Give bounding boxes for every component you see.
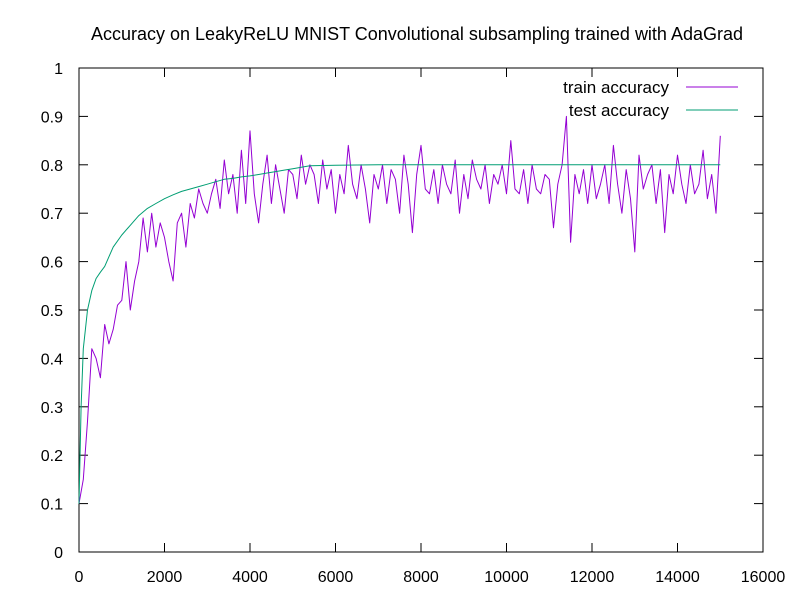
legend-label-test-accuracy: test accuracy — [569, 101, 670, 120]
legend: train accuracy test accuracy — [563, 78, 738, 120]
y-tick-label: 0 — [54, 545, 63, 562]
y-tick-label: 0.6 — [41, 255, 63, 272]
x-tick-label: 10000 — [484, 569, 529, 586]
x-tick-label: 0 — [75, 569, 84, 586]
y-tick-label: 0.8 — [41, 158, 63, 175]
x-tick-label: 12000 — [570, 569, 615, 586]
y-tick-label: 0.5 — [41, 303, 63, 320]
y-tick-label: 0.2 — [41, 448, 63, 465]
y-tick-label: 0.4 — [41, 351, 63, 368]
x-tick-label: 8000 — [403, 569, 439, 586]
y-tick-label: 0.1 — [41, 497, 63, 514]
y-tick-label: 0.3 — [41, 400, 63, 417]
chart-title: Accuracy on LeakyReLU MNIST Convolutiona… — [91, 24, 743, 44]
legend-label-train-accuracy: train accuracy — [563, 78, 669, 97]
y-tick-label: 1 — [54, 61, 63, 78]
axes: 0 2000 4000 6000 8000 10000 12000 14000 16000 0 0.… — [41, 61, 786, 586]
x-tick-label: 2000 — [147, 569, 183, 586]
x-tick-label: 14000 — [655, 569, 700, 586]
series-line-test-accuracy — [78, 164, 721, 504]
series-layer — [78, 115, 721, 504]
x-tick-label: 16000 — [741, 569, 786, 586]
y-tick-label: 0.7 — [41, 206, 63, 223]
x-tick-label: 6000 — [318, 569, 354, 586]
series-line-train-accuracy — [78, 115, 721, 504]
y-tick-label: 0.9 — [41, 109, 63, 126]
x-tick-label: 4000 — [232, 569, 268, 586]
